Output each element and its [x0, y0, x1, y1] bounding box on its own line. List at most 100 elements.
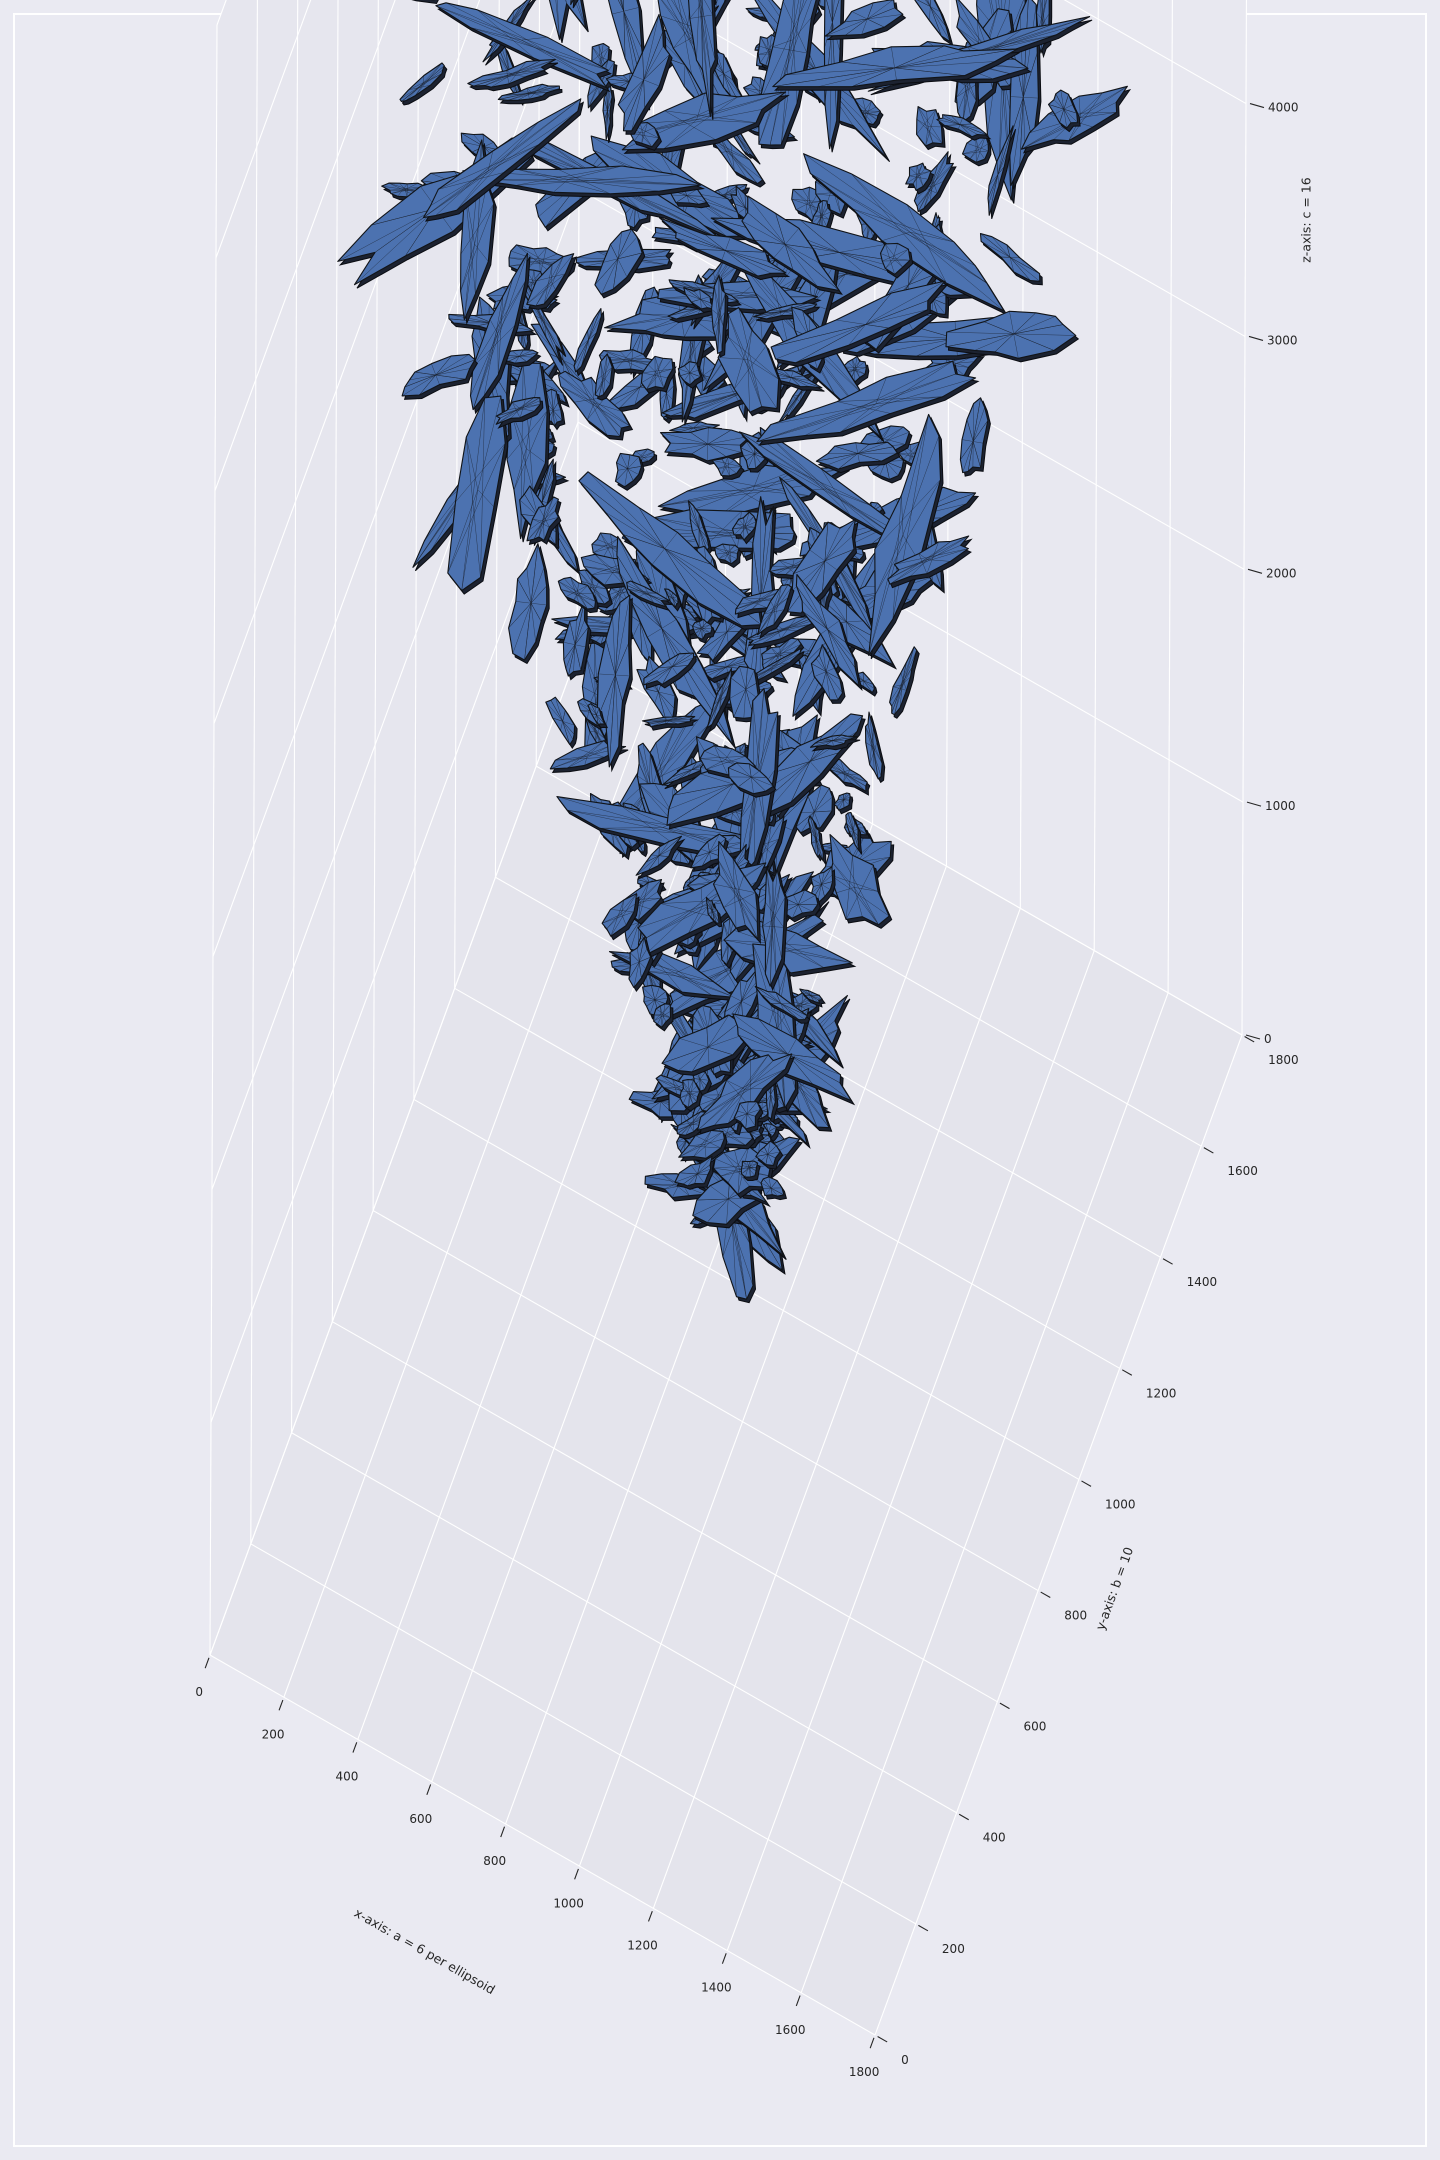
mesh-fragment [658, 217, 791, 281]
grid-line-x-floor [283, 697, 652, 1698]
mesh-fragment [679, 1079, 703, 1112]
mesh-fragment [740, 1160, 761, 1181]
mesh-facet-edges [834, 792, 851, 811]
mesh-facet-edges [811, 200, 832, 230]
x-tick-mark [647, 1910, 653, 1922]
mesh-facet-edges [642, 715, 695, 727]
mesh-facet-edges [643, 652, 694, 686]
mesh-fragment [495, 397, 544, 429]
mesh-facet-edges [630, 122, 660, 147]
mesh-facet-edges [508, 543, 547, 661]
mesh-fragment [936, 114, 992, 141]
mesh-facet-edges [803, 153, 1005, 312]
mesh-fragment [435, 2, 613, 93]
mesh-facet-edges [615, 453, 642, 487]
mesh-fragment [677, 361, 704, 390]
mesh-fragment [641, 715, 699, 731]
mesh-facet-edges [796, 574, 860, 687]
mesh-facet-edges [679, 1079, 700, 1108]
mesh-facet-edges [755, 1140, 781, 1166]
mesh-fragment [692, 618, 716, 644]
grid-line-x-floor [726, 950, 1095, 1951]
mesh-facet-edges [578, 471, 762, 626]
y-tick-label: 800 [1064, 1609, 1087, 1623]
mesh-fragment [705, 896, 723, 928]
grid-line-y-floor [291, 1432, 957, 1814]
mesh-facet-edges [697, 1053, 792, 1131]
mesh-facet-edges [795, 784, 833, 834]
mesh-fragment [712, 840, 761, 945]
x-tick-mark [500, 1826, 506, 1838]
z-tick-mark [1246, 801, 1262, 807]
mesh-facet-edges [868, 414, 941, 656]
mesh-facet-edges [642, 985, 668, 1017]
mesh-facet-edges [960, 397, 989, 473]
mesh-fragment [760, 1176, 788, 1201]
mesh-facet-edges [714, 543, 740, 564]
mesh-facet-edges [845, 812, 860, 851]
mesh-facet-edges [399, 62, 445, 102]
mesh-facet-edges [712, 456, 742, 476]
z-tick-label: 3000 [1267, 333, 1298, 347]
mesh-facet-edges [602, 86, 613, 140]
mesh-fragment [961, 134, 992, 167]
mesh-fragment [462, 165, 706, 198]
mesh-facet-edges [772, 45, 1018, 87]
mesh-fragment [526, 496, 562, 545]
mesh-facet-edges [674, 1156, 713, 1187]
mesh-facet-edges [462, 165, 701, 195]
mesh-facet-edges [775, 360, 826, 429]
mesh-fragment-face [887, 535, 970, 585]
mesh-fragment [714, 543, 743, 569]
mesh-facet-edges [496, 397, 541, 425]
x-tick-label: 0 [195, 1685, 203, 1699]
mesh-facet-edges [628, 937, 651, 988]
mesh-fragment [687, 0, 719, 120]
mesh-fragment [508, 543, 550, 665]
grid-line-y-left [331, 0, 339, 1322]
y-tick-label: 1200 [1146, 1386, 1177, 1400]
mesh-facet-edges [887, 535, 969, 585]
mesh-facet-edges [824, 0, 841, 149]
grid-line-x-back [1167, 0, 1173, 993]
mesh-facet-edges [787, 519, 856, 614]
mesh-facet-edges [782, 889, 818, 919]
mesh-fragment [795, 573, 863, 692]
y-tick-mark [1203, 1147, 1214, 1154]
mesh-fragment-shadow [411, 0, 439, 5]
mesh-facet-edges [711, 275, 726, 354]
mesh-fragment [887, 535, 973, 589]
grid-line-z-left [209, 654, 578, 1656]
grid-line-z-left [214, 0, 396, 491]
y-tick-label: 200 [942, 1942, 965, 1956]
mesh-facet-edges [945, 311, 1076, 359]
mesh-facet-edges [865, 712, 883, 779]
mesh-fragment-face [868, 413, 942, 656]
grid-line-y-floor [250, 1543, 917, 1925]
mesh-fragment [829, 833, 893, 929]
mesh-facet-edges [678, 361, 701, 385]
mesh-fragment [659, 427, 755, 465]
y-tick-label: 600 [1023, 1720, 1046, 1734]
grid-line-y-left [250, 0, 258, 1544]
mesh-fragment [979, 232, 1043, 286]
mesh-fragment [795, 784, 836, 838]
x-tick-label: 800 [483, 1854, 506, 1868]
mesh-fragment [557, 576, 599, 614]
x-tick-mark [426, 1784, 432, 1795]
y-tick-mark [918, 1924, 929, 1932]
mesh-facet-edges [791, 187, 824, 223]
mesh-fragment [640, 355, 676, 394]
mesh-fragment [626, 580, 673, 612]
mesh-fragment [833, 792, 854, 815]
grid-line-x-back [650, 0, 655, 698]
mesh-fragment [753, 302, 821, 323]
mesh-facet-edges [689, 0, 716, 117]
mesh-fragment [868, 413, 944, 660]
mesh-fragment [762, 866, 789, 992]
mesh-facet-edges [758, 0, 812, 146]
mesh-facet-edges [917, 0, 951, 42]
mesh-facet-edges [829, 834, 890, 925]
mesh-fragment [548, 0, 589, 44]
